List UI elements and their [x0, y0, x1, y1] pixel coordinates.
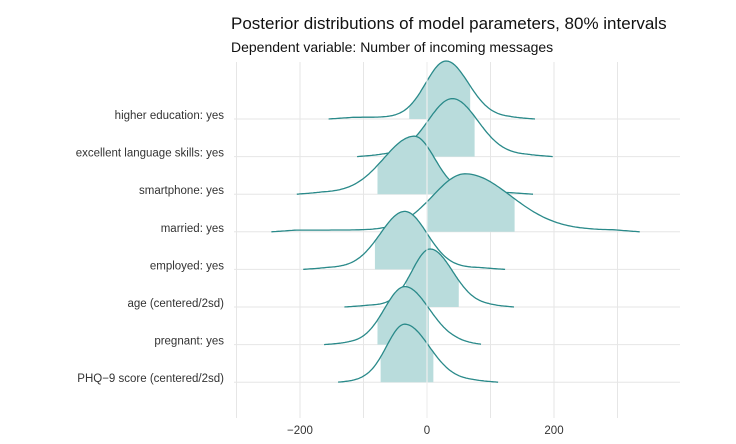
density-line	[303, 210, 506, 271]
density-line	[324, 285, 482, 346]
y-tick-label: married: yes	[161, 223, 225, 235]
density-line	[328, 60, 536, 120]
ci80-area	[417, 98, 475, 157]
chart-title: Posterior distributions of model paramet…	[231, 14, 667, 33]
chart-subtitle: Dependent variable: Number of incoming m…	[231, 39, 554, 55]
ridge-7	[338, 323, 499, 383]
ridge-0	[328, 60, 536, 120]
ridges	[271, 60, 640, 418]
y-tick-label: excellent language skills: yes	[76, 148, 225, 160]
ridge-2	[296, 135, 534, 195]
ci80-area	[374, 211, 431, 270]
y-tick-label: age (centered/2sd)	[127, 298, 224, 310]
ridge-4	[303, 210, 506, 271]
ci80-area	[377, 136, 448, 195]
x-axis-labels: −200 0 200	[287, 425, 564, 437]
density-line	[271, 173, 640, 233]
y-tick-label: pregnant: yes	[154, 336, 224, 348]
ridge-3	[271, 173, 640, 233]
ci80-area	[380, 324, 434, 383]
ridge-5	[344, 248, 515, 308]
y-axis-labels: higher education: yes excellent language …	[76, 110, 225, 385]
y-tick-label: higher education: yes	[115, 110, 225, 122]
density-line	[344, 248, 515, 308]
ci80-area	[427, 173, 515, 232]
x-tick-label: 200	[544, 425, 563, 437]
ridge-1	[357, 97, 553, 158]
y-tick-label: employed: yes	[150, 260, 224, 272]
y-tick-label: smartphone: yes	[139, 185, 224, 197]
ci80-area	[406, 249, 459, 307]
x-tick-label: −200	[287, 425, 313, 437]
density-line	[338, 323, 499, 383]
x-tick-label: 0	[424, 425, 430, 437]
y-tick-label: PHQ−9 score (centered/2sd)	[77, 373, 224, 385]
